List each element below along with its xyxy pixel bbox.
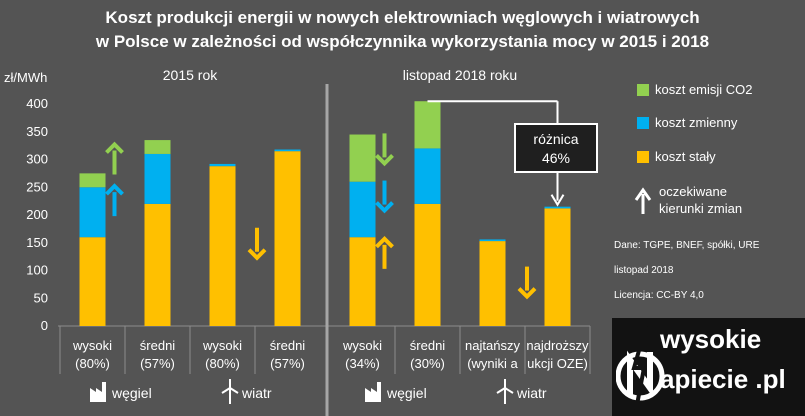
- y-tick-label: 250: [26, 179, 48, 194]
- category-label: (57%): [270, 356, 305, 371]
- title-line-1: Koszt produkcji energii w nowych elektro…: [105, 8, 700, 27]
- factory-icon: [365, 382, 381, 402]
- category-label: (57%): [140, 356, 175, 371]
- bar-segment: [79, 187, 106, 238]
- legend-swatch: [637, 151, 649, 163]
- group-label: węgiel: [386, 385, 427, 401]
- category-label: (80%): [75, 356, 110, 371]
- category-label: (34%): [345, 356, 380, 371]
- y-tick-label: 200: [26, 207, 48, 222]
- y-tick-label: 100: [26, 263, 48, 278]
- category-label: średni: [140, 338, 176, 353]
- difference-box: [514, 123, 598, 173]
- group-label: wiatr: [516, 385, 547, 401]
- legend-label: koszt stały: [655, 149, 716, 164]
- legend-label: koszt emisji CO2: [655, 82, 753, 97]
- chart-title: Koszt produkcji energii w nowych elektro…: [0, 6, 805, 54]
- logo-text-line-2: apiecie .pl: [660, 364, 786, 394]
- bar-segment: [544, 208, 571, 326]
- bar-segment: [349, 237, 376, 326]
- category-label: wysoki: [342, 338, 382, 353]
- direction-arrow-head: [105, 183, 124, 196]
- bar-segment: [274, 151, 301, 326]
- logo-n-icon: [616, 325, 665, 411]
- source-note: Dane: TGPE, BNEF, spółki, URE: [614, 240, 760, 251]
- difference-arrow-head: [550, 194, 565, 207]
- bar-segment: [209, 163, 236, 167]
- bar-segment: [79, 173, 106, 188]
- direction-arrow-head: [375, 201, 394, 214]
- bar-segment: [414, 101, 441, 149]
- category-label: (80%): [205, 356, 240, 371]
- difference-label: różnica: [533, 131, 578, 147]
- logo-text-line-1: wysokie: [660, 324, 762, 354]
- difference-value: 46%: [542, 150, 570, 166]
- logo: wysokie apiecie .pl: [612, 318, 805, 416]
- title-line-2: w Polsce w zależności od współczynnika w…: [95, 32, 710, 51]
- y-tick-label: 0: [41, 318, 48, 333]
- arrow-legend-line-1: oczekiwane: [659, 184, 727, 199]
- category-label: średni: [410, 338, 446, 353]
- bar-segment: [349, 181, 376, 238]
- bar-segment: [414, 148, 441, 204]
- legend-label: koszt zmienny: [655, 115, 738, 130]
- bar-segment: [479, 241, 506, 326]
- y-tick-label: 300: [26, 152, 48, 167]
- category-label: wysoki: [72, 338, 112, 353]
- panel-title-2015: 2015 rok: [163, 67, 218, 83]
- bar-segment: [144, 153, 171, 204]
- y-tick-label: 400: [26, 96, 48, 111]
- direction-arrow-head: [247, 248, 267, 261]
- source-note: listopad 2018: [614, 265, 674, 276]
- category-label: (30%): [410, 356, 445, 371]
- direction-arrow-head: [105, 141, 124, 154]
- category-label: średni: [270, 338, 306, 353]
- group-label: wiatr: [241, 385, 272, 401]
- bar-segment: [544, 206, 571, 209]
- legend-swatch: [637, 84, 649, 96]
- bar-segment: [144, 203, 171, 326]
- category-label: najtańszy: [465, 338, 520, 353]
- bar-segment: [144, 140, 171, 154]
- direction-arrow-head: [375, 236, 394, 249]
- y-tick-label: 350: [26, 124, 48, 139]
- bar-segment: [479, 239, 506, 242]
- direction-arrow-head: [517, 287, 537, 300]
- bar-segment: [274, 149, 301, 152]
- category-label: ukcji OZE): [527, 356, 588, 371]
- bar-segment: [414, 203, 441, 326]
- y-tick-label: 50: [34, 290, 48, 305]
- direction-arrow-head: [375, 153, 394, 167]
- legend-arrow-icon: [634, 187, 652, 201]
- y-axis-label: zł/MWh: [4, 70, 47, 85]
- category-label: najdroższy: [526, 338, 589, 353]
- source-note: Licencja: CC-BY 4,0: [614, 290, 704, 301]
- wind-turbine-icon: [221, 379, 239, 404]
- category-label: wysoki: [202, 338, 242, 353]
- y-tick-label: 150: [26, 235, 48, 250]
- bar-segment: [209, 166, 236, 326]
- legend-swatch: [637, 117, 649, 129]
- group-label: węgiel: [111, 385, 152, 401]
- category-label: (wyniki a: [467, 356, 518, 371]
- factory-icon: [90, 382, 106, 402]
- bar-segment: [79, 237, 106, 326]
- arrow-legend-line-2: kierunki zmian: [659, 201, 742, 216]
- wind-turbine-icon: [496, 379, 514, 404]
- bar-segment: [349, 134, 376, 182]
- panel-title-2018: listopad 2018 roku: [403, 67, 517, 83]
